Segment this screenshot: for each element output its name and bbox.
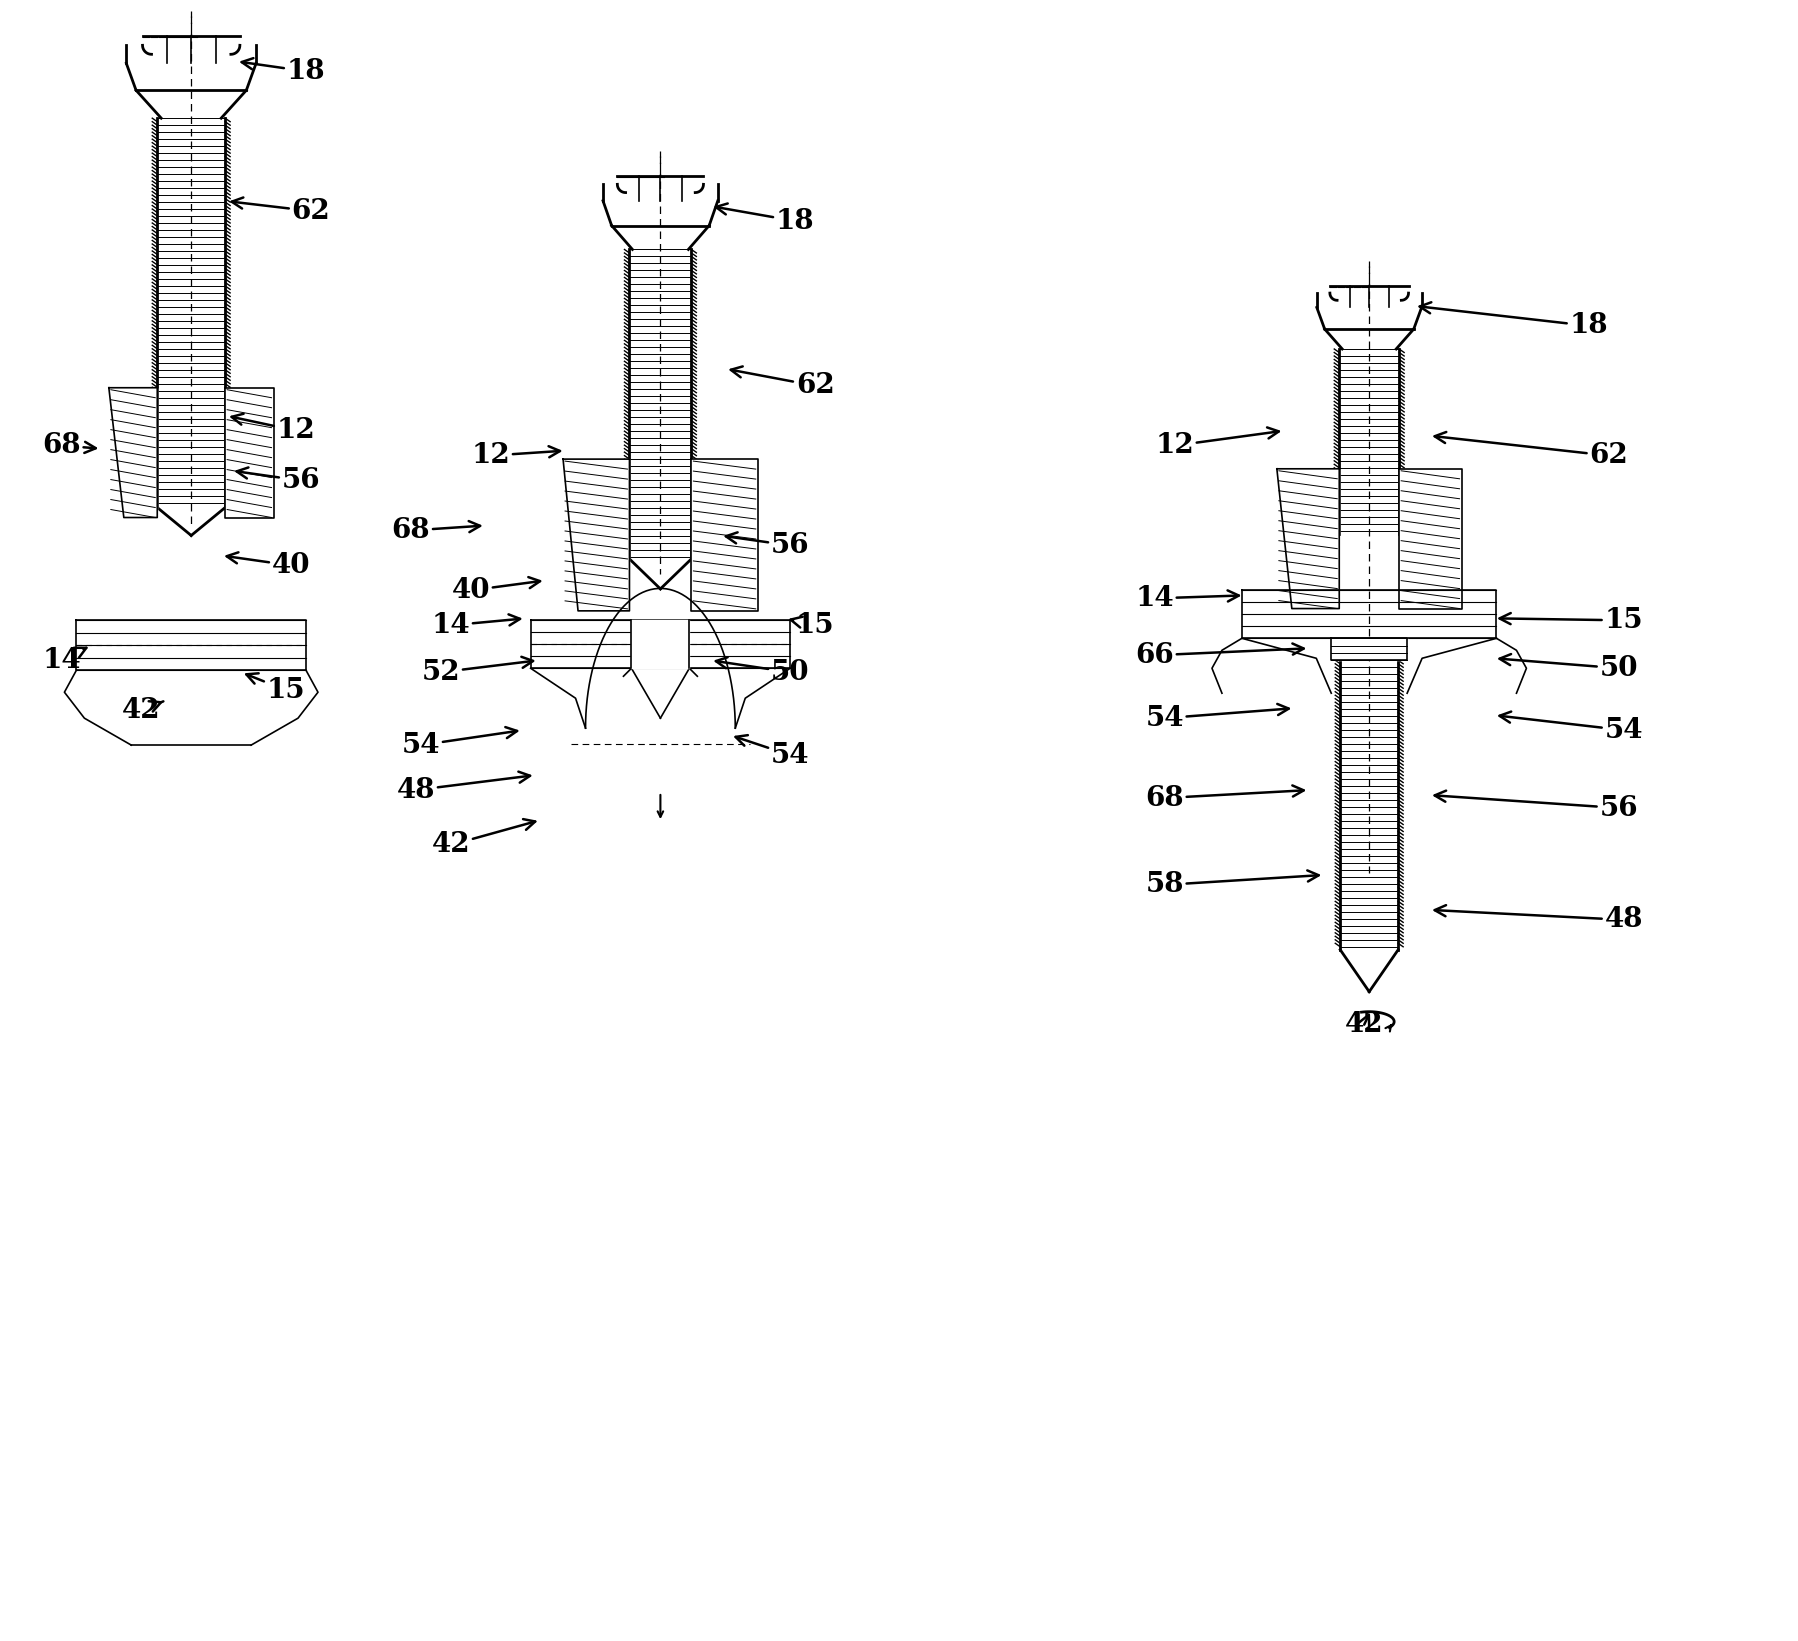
Text: 48: 48 (397, 771, 530, 804)
Polygon shape (110, 387, 156, 517)
Text: 68: 68 (392, 517, 480, 545)
Text: 62: 62 (232, 197, 331, 225)
Text: 12: 12 (232, 414, 315, 445)
Text: 54: 54 (735, 735, 809, 768)
Text: 40: 40 (227, 551, 311, 579)
Text: 15: 15 (791, 612, 834, 638)
Polygon shape (1242, 591, 1496, 638)
Text: 12: 12 (471, 441, 559, 469)
Polygon shape (563, 459, 629, 610)
Text: 54: 54 (401, 727, 518, 758)
Text: 48: 48 (1435, 906, 1643, 934)
Text: 12: 12 (1154, 427, 1278, 459)
Text: 56: 56 (237, 468, 320, 494)
Text: 62: 62 (1435, 432, 1629, 469)
Text: 18: 18 (1420, 302, 1607, 340)
Polygon shape (530, 620, 789, 668)
Text: 14: 14 (41, 647, 86, 674)
Text: 56: 56 (1435, 791, 1638, 822)
Polygon shape (631, 620, 689, 668)
Text: 54: 54 (1145, 704, 1289, 732)
Text: 18: 18 (716, 203, 814, 235)
Text: 42: 42 (122, 697, 164, 724)
Text: 50: 50 (1500, 655, 1638, 681)
Text: 54: 54 (1500, 712, 1643, 743)
Polygon shape (1331, 638, 1408, 660)
Text: 15: 15 (246, 673, 306, 704)
Text: 18: 18 (241, 57, 325, 85)
Text: 68: 68 (1145, 784, 1304, 812)
Text: 66: 66 (1135, 642, 1304, 670)
Text: 15: 15 (1500, 607, 1643, 633)
Text: 42: 42 (432, 819, 536, 858)
Text: 58: 58 (1145, 870, 1318, 898)
Text: 68: 68 (41, 432, 95, 459)
Polygon shape (692, 459, 757, 610)
Polygon shape (225, 387, 273, 517)
Text: 14: 14 (1135, 584, 1239, 612)
Text: 40: 40 (451, 578, 539, 604)
Text: 14: 14 (432, 612, 520, 638)
Text: 52: 52 (421, 656, 532, 686)
Polygon shape (1399, 469, 1462, 609)
Text: 42: 42 (1345, 1011, 1383, 1039)
Polygon shape (76, 620, 306, 670)
Text: 56: 56 (726, 532, 809, 560)
Text: 62: 62 (730, 366, 834, 399)
Polygon shape (1277, 469, 1340, 609)
Text: 50: 50 (716, 658, 809, 686)
